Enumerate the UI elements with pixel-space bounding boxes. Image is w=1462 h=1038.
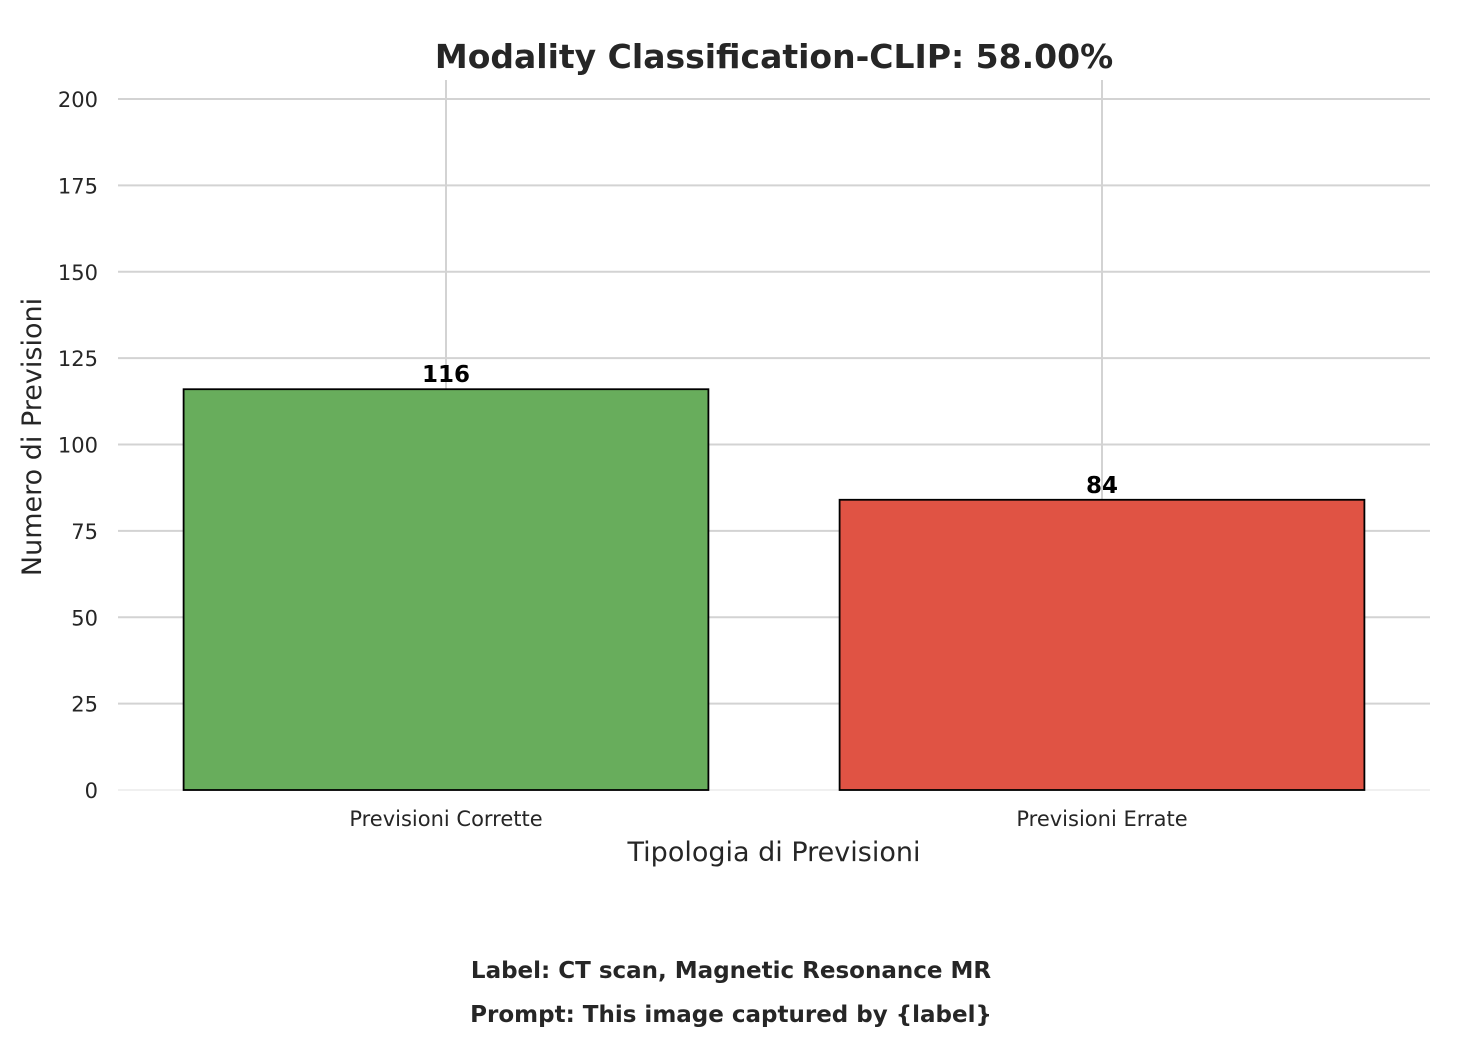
bar-2: [838, 498, 1366, 791]
y-tick-label: 100: [58, 434, 98, 458]
chart-title: Modality Classification-CLIP: 58.00%: [435, 37, 1113, 76]
y-tick-label: 125: [58, 347, 98, 371]
y-tick-label: 150: [58, 261, 98, 285]
bars: [182, 388, 1366, 791]
x-tick-label: Previsioni Errate: [1016, 807, 1187, 831]
data-labels: 116 84: [422, 362, 1118, 499]
bar-1: [182, 388, 710, 791]
y-tick-label: 75: [71, 520, 98, 544]
footer-label-line: Label: CT scan, Magnetic Resonance MR: [470, 958, 992, 984]
bar-chart: Modality Classification-CLIP: 58.00% 0 25…: [17, 37, 1430, 868]
footer-prompt-line: Prompt: This image captured by {label}: [470, 1002, 992, 1028]
x-tick-labels: Previsioni Corrette Previsioni Errate: [349, 807, 1187, 831]
x-axis-label: Tipologia di Previsioni: [627, 837, 921, 868]
data-label-1: 116: [422, 362, 470, 388]
y-tick-label: 50: [71, 606, 98, 630]
y-tick-label: 175: [58, 174, 98, 198]
x-tick-label: Previsioni Corrette: [349, 807, 542, 831]
y-tick-label: 200: [58, 88, 98, 112]
y-axis-label: Numero di Previsioni: [17, 298, 48, 576]
y-tick-label: 0: [85, 779, 98, 803]
y-tick-label: 25: [71, 693, 98, 717]
data-label-2: 84: [1086, 473, 1118, 499]
y-tick-labels: 0 25 50 75 100 125 150 175 200: [58, 88, 98, 803]
